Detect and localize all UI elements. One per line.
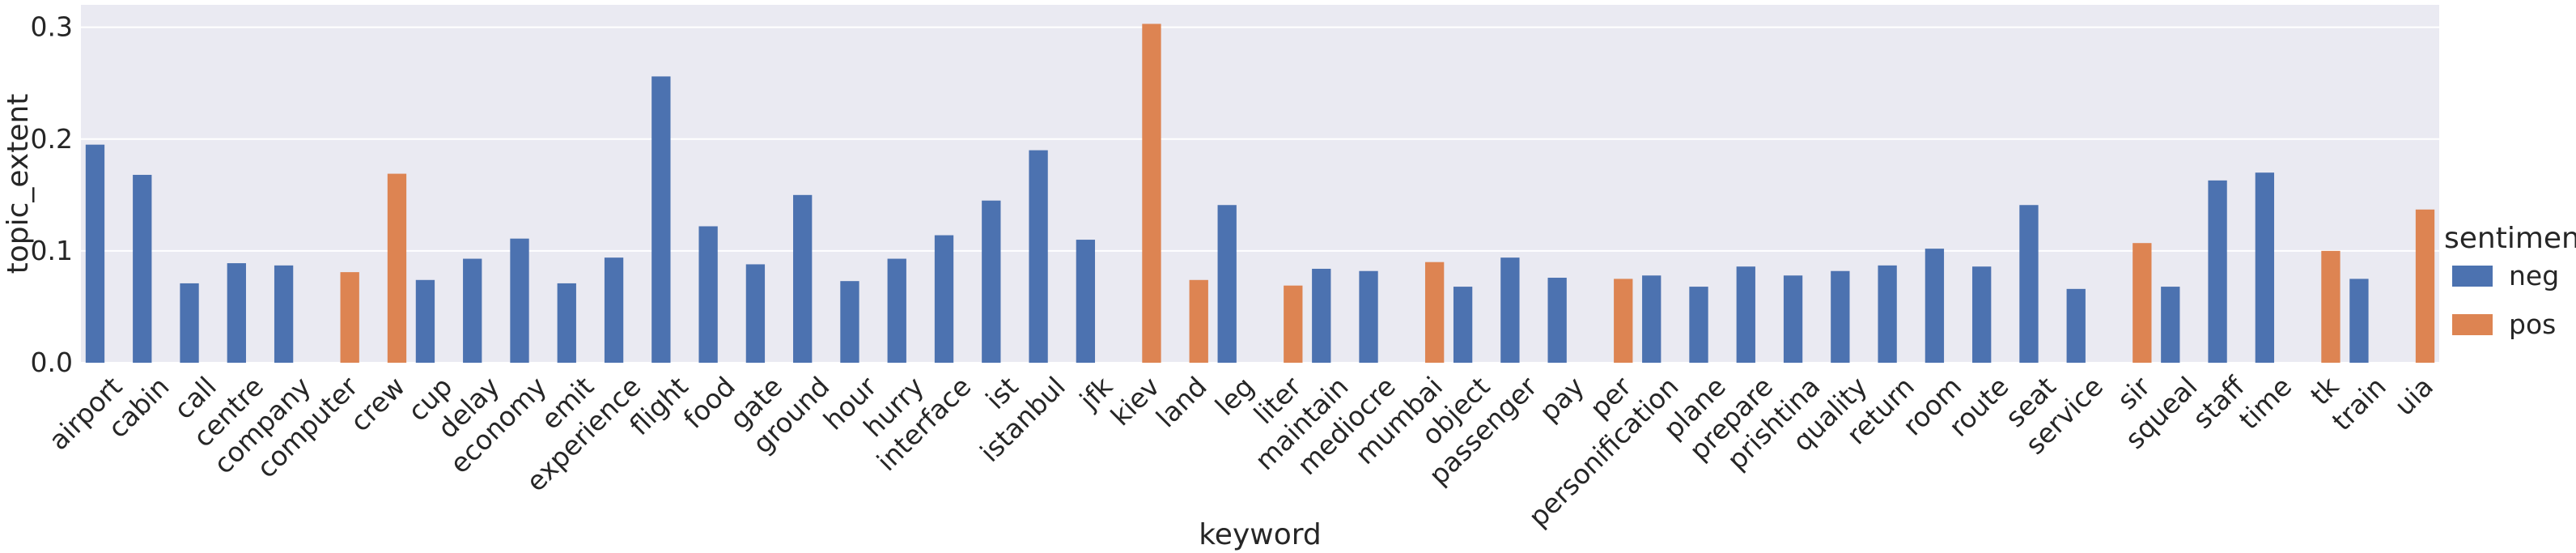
x-axis-ticks: airportcabincallcentrecompanycomputercre… (43, 370, 2440, 533)
bar-neg-time (2255, 172, 2275, 363)
bar-neg-interface (934, 235, 954, 363)
bar-neg-route (1972, 266, 1992, 363)
legend-title: sentiment (2444, 222, 2576, 255)
bar-neg-delay (463, 258, 482, 363)
bar-neg-pay (1547, 278, 1567, 363)
bar-pos-per (1614, 279, 1633, 363)
bar-pos-tk (2321, 250, 2340, 363)
bar-neg-emit (557, 283, 576, 363)
legend-label-pos: pos (2509, 308, 2556, 340)
bar-neg-cup (415, 279, 435, 363)
legend-swatch-neg (2452, 266, 2493, 287)
bar-neg-squeal (2161, 287, 2180, 363)
bar-neg-centre (227, 263, 246, 363)
bar-neg-ist (982, 200, 1001, 363)
bar-neg-seat (2019, 205, 2039, 363)
x-tick-label-pay: pay (1534, 371, 1591, 428)
bar-neg-call (180, 283, 199, 363)
x-tick-label-kiev: kiev (1105, 371, 1166, 432)
x-axis-label: keyword (1199, 518, 1322, 551)
y-tick-label: 0.2 (31, 123, 73, 155)
bar-pos-crew (387, 173, 407, 363)
legend-swatch-pos (2452, 314, 2493, 335)
bar-neg-leg (1217, 205, 1237, 363)
bar-pos-land (1189, 279, 1208, 363)
y-tick-label: 0.0 (31, 347, 73, 378)
x-tick-label-food: food (677, 371, 741, 435)
bars-group (85, 23, 2435, 364)
x-tick-label-staff: staff (2187, 370, 2251, 435)
y-axis-label: topic_extent (2, 94, 35, 274)
bar-neg-hour (840, 281, 859, 363)
x-tick-label-train: train (2326, 371, 2392, 437)
y-tick-label: 0.1 (31, 235, 73, 266)
bar-neg-passenger (1500, 257, 1520, 363)
x-tick-label-uia: uia (2388, 371, 2439, 422)
bar-neg-food (698, 226, 718, 363)
bar-pos-sir (2133, 243, 2152, 363)
bar-neg-flight (651, 76, 671, 364)
bar-neg-quality (1831, 270, 1850, 363)
bar-pos-computer (340, 272, 359, 363)
bar-neg-prepare (1736, 266, 1755, 363)
bar-neg-plane (1689, 287, 1708, 363)
y-tick-label: 0.3 (31, 11, 73, 43)
bar-neg-airport (85, 144, 105, 363)
x-tick-label-time: time (2233, 371, 2298, 436)
bar-pos-kiev (1142, 23, 1161, 363)
bar-neg-cabin (133, 174, 152, 363)
bar-neg-personification (1642, 275, 1661, 363)
bar-neg-return (1878, 265, 1897, 363)
bar-pos-mumbai (1424, 262, 1445, 363)
bar-pos-uia (2415, 209, 2435, 363)
legend: sentiment neg pos (2444, 222, 2576, 340)
bar-neg-experience (604, 257, 624, 363)
bar-neg-economy (510, 238, 529, 363)
bar-neg-mediocre (1359, 270, 1378, 363)
bar-neg-staff (2208, 180, 2227, 363)
x-tick-label-leg: leg (1209, 371, 1260, 422)
bar-neg-istanbul (1029, 150, 1048, 363)
y-axis-ticks: 0.0 0.1 0.2 0.3 (31, 11, 73, 378)
bar-neg-maintain (1312, 268, 1331, 363)
bar-neg-gate (745, 264, 766, 363)
bar-neg-prishtina (1783, 275, 1803, 363)
legend-label-neg: neg (2509, 260, 2559, 291)
bar-neg-jfk (1076, 240, 1096, 363)
bar-neg-company (274, 265, 294, 363)
bar-neg-train (2349, 279, 2369, 363)
bar-neg-object (1453, 287, 1473, 363)
bar-pos-liter (1284, 285, 1303, 363)
x-tick-label-land: land (1150, 371, 1213, 434)
x-tick-label-crew: crew (344, 371, 411, 438)
bar-neg-hurry (887, 258, 906, 363)
bar-neg-ground (793, 194, 813, 363)
bar-neg-room (1925, 249, 1945, 363)
bar-neg-service (2066, 288, 2086, 363)
